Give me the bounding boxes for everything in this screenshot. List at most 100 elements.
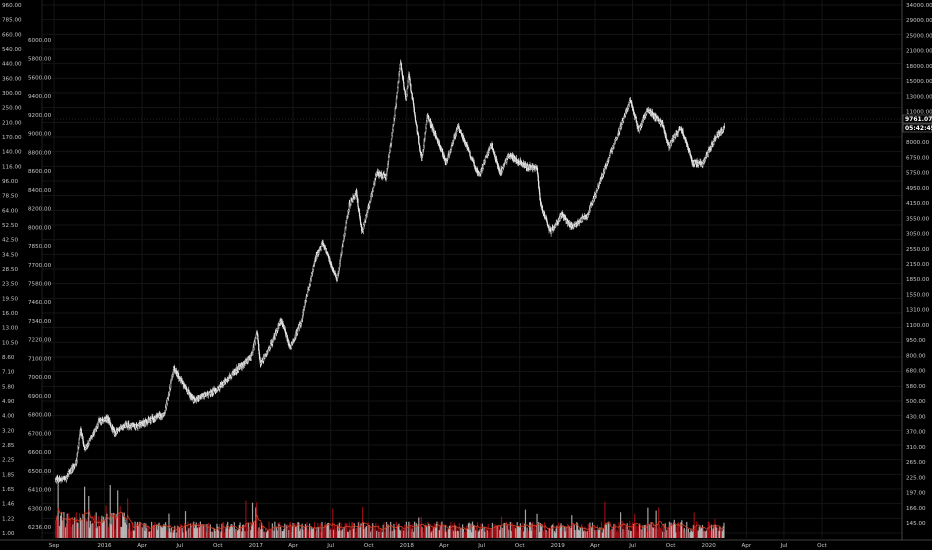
candle-body (407, 81, 409, 87)
volume-bar (650, 522, 652, 538)
volume-bar (580, 527, 582, 538)
volume-bar (572, 522, 575, 538)
volume-bar (625, 524, 627, 538)
volume-bar (182, 532, 184, 538)
volume-bar (251, 502, 254, 538)
volume-bar (284, 530, 287, 538)
candle-body (78, 442, 80, 448)
volume-bar (164, 525, 166, 538)
volume-bar (610, 529, 613, 538)
volume-bar (602, 528, 604, 538)
volume-bar (301, 523, 303, 538)
volume-bar (366, 531, 369, 538)
volume-bar (587, 523, 589, 538)
volume-bar (510, 530, 513, 538)
chart-grid (42, 0, 902, 538)
volume-bar (375, 530, 378, 538)
volume-bar (55, 515, 58, 538)
volume-bar (220, 531, 222, 538)
volume-bar (514, 528, 517, 538)
volume-bar (189, 523, 192, 538)
left-axis-inner-tick-label: 6000.00 (28, 38, 52, 44)
volume-bar (198, 523, 200, 538)
left-axis-inner-tick-label: 6300.00 (28, 506, 52, 512)
volume-bar (664, 523, 666, 538)
right-axis-tick-label: 1850.00 (906, 277, 930, 283)
volume-bar (445, 531, 447, 538)
volume-bar (488, 532, 490, 538)
volume-bar (102, 522, 104, 538)
candle-body (662, 122, 664, 126)
left-axis-tick-label: 34.50 (2, 252, 18, 258)
volume-bar (174, 525, 176, 538)
volume-bar (715, 524, 717, 538)
volume-bar (482, 530, 484, 538)
volume-bar (557, 522, 560, 538)
volume-bar (352, 528, 355, 538)
volume-bar (134, 521, 136, 538)
volume-bar (682, 526, 684, 538)
volume-bar (624, 526, 627, 538)
volume-bar (605, 524, 608, 538)
volume-bar (575, 530, 577, 538)
left-axis-tick-label: 250.00 (2, 106, 22, 112)
x-axis-tick-label: Sep (49, 543, 60, 549)
volume-bar (88, 527, 91, 538)
volume-bar (592, 526, 594, 538)
left-axis-inner-tick-label: 8400.00 (28, 188, 52, 194)
volume-bar (98, 526, 101, 538)
volume-bar (533, 528, 535, 538)
volume-bar (607, 521, 609, 538)
volume-bar (717, 527, 719, 538)
volume-bar (534, 529, 536, 538)
volume-bar (103, 516, 105, 538)
volume-bar (494, 526, 496, 538)
volume-bar (67, 516, 69, 538)
volume-bar (449, 525, 451, 538)
volume-bar (62, 516, 64, 538)
volume-bar (196, 528, 198, 538)
volume-bar (208, 528, 211, 538)
volume-bar (197, 527, 199, 538)
volume-bar (173, 529, 175, 538)
volume-bar (404, 530, 407, 538)
volume-bar (448, 525, 450, 538)
volume-bar (93, 527, 95, 538)
left-axis-inner-tick-label: 5800.00 (28, 57, 52, 63)
volume-bar (424, 523, 426, 538)
volume-bar (175, 532, 178, 538)
volume-bar (383, 522, 385, 538)
volume-bar (612, 526, 614, 538)
volume-bar (681, 520, 683, 538)
volume-bar (619, 523, 621, 538)
volume-bar (557, 526, 559, 538)
candle-body (222, 382, 225, 385)
candle-body (399, 64, 401, 69)
volume-bar (656, 524, 658, 538)
volume-bar (710, 531, 712, 538)
volume-bar (551, 525, 553, 538)
volume-bar (198, 527, 201, 538)
volume-bar (584, 526, 586, 538)
volume-bar (287, 524, 289, 538)
volume-bar (324, 521, 326, 538)
volume-bar (227, 528, 230, 538)
volume-bar (230, 524, 232, 538)
volume-bar (328, 522, 330, 538)
volume-bar (686, 527, 689, 538)
volume-bar (227, 521, 229, 538)
candle-body (418, 136, 420, 144)
volume-bar (327, 522, 329, 538)
volume-bar (233, 522, 235, 538)
volume-bar (622, 529, 624, 538)
left-axis-tick-label: 116.00 (2, 164, 22, 170)
volume-bar (611, 528, 613, 538)
volume-bar (325, 525, 327, 538)
volume-bar (208, 522, 210, 538)
volume-bar (698, 526, 700, 538)
volume-bar (363, 528, 365, 538)
candle-body (501, 167, 503, 172)
volume-bar (142, 525, 144, 538)
right-axis-tick-label: 145.00 (906, 521, 926, 527)
